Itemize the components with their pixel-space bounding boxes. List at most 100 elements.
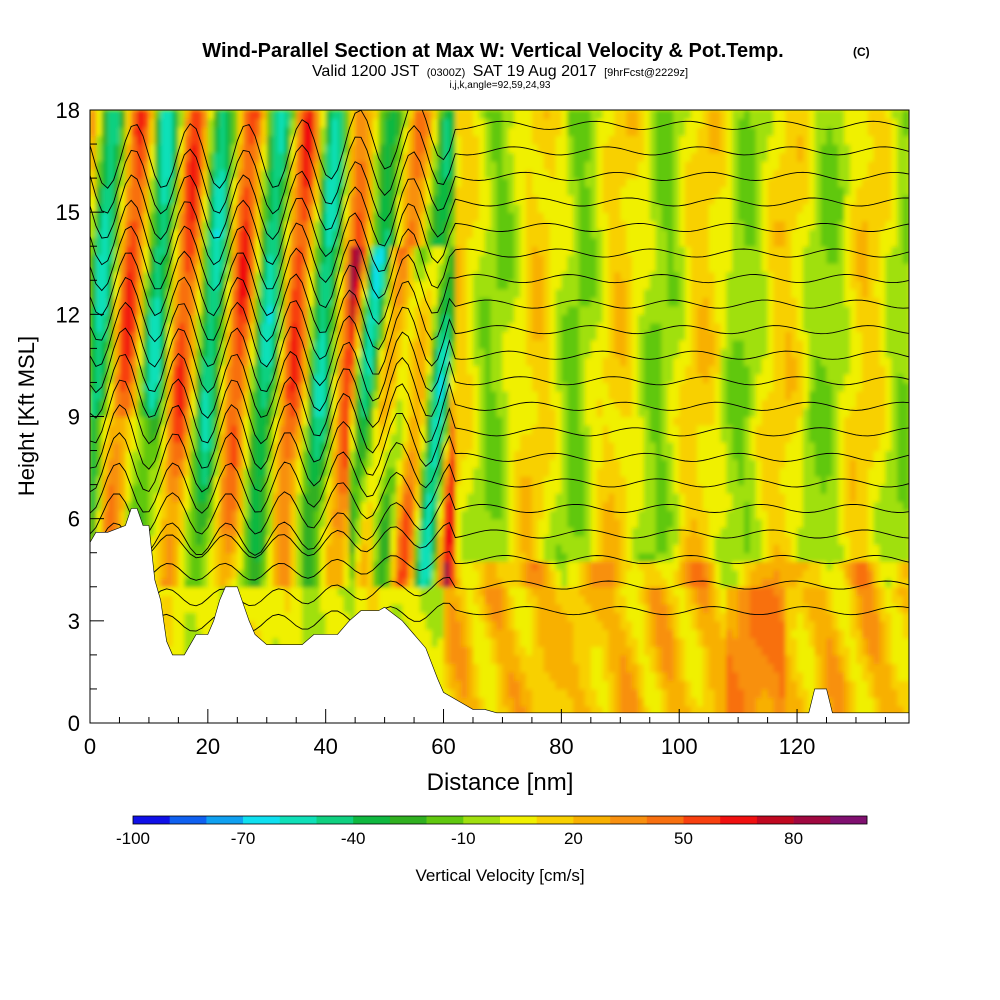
- velocity-cell: [148, 195, 156, 205]
- velocity-cell: [313, 467, 321, 477]
- velocity-cell: [90, 237, 97, 247]
- velocity-cell: [455, 373, 462, 383]
- velocity-cell: [225, 365, 232, 375]
- velocity-cell: [137, 263, 144, 273]
- velocity-cell: [478, 144, 486, 154]
- velocity-cell: [431, 586, 439, 596]
- velocity-cell: [101, 518, 109, 528]
- velocity-cell: [308, 110, 315, 120]
- velocity-cell: [402, 416, 409, 426]
- velocity-cell: [172, 391, 179, 401]
- velocity-cell: [319, 127, 327, 137]
- velocity-cell: [378, 178, 386, 188]
- velocity-cell: [378, 322, 386, 332]
- velocity-cell: [437, 450, 445, 460]
- velocity-cell: [184, 237, 191, 247]
- velocity-cell: [396, 280, 403, 290]
- velocity-cell: [302, 110, 309, 120]
- velocity-cell: [225, 127, 232, 137]
- velocity-cell: [166, 612, 174, 622]
- velocity-cell: [408, 552, 415, 562]
- velocity-cell: [154, 552, 162, 562]
- velocity-cell: [319, 442, 327, 452]
- velocity-cell: [266, 169, 274, 179]
- velocity-cell: [343, 518, 350, 528]
- velocity-cell: [366, 373, 374, 383]
- velocity-cell: [95, 501, 103, 511]
- velocity-cell: [219, 186, 227, 196]
- velocity-cell: [390, 484, 397, 494]
- velocity-cell: [308, 212, 315, 222]
- velocity-cell: [490, 254, 498, 264]
- velocity-cell: [113, 442, 121, 452]
- velocity-cell: [178, 493, 185, 503]
- velocity-cell: [437, 144, 445, 154]
- velocity-cell: [473, 331, 480, 341]
- velocity-cell: [272, 578, 280, 588]
- velocity-cell: [455, 535, 462, 545]
- velocity-cell: [449, 178, 456, 188]
- velocity-cell: [243, 467, 250, 477]
- velocity-cell: [337, 399, 344, 409]
- velocity-cell: [113, 110, 121, 120]
- velocity-cell: [319, 595, 327, 605]
- velocity-cell: [325, 535, 333, 545]
- velocity-cell: [107, 365, 115, 375]
- velocity-cell: [154, 442, 162, 452]
- velocity-cell: [131, 178, 138, 188]
- velocity-cell: [90, 169, 97, 179]
- velocity-cell: [366, 297, 374, 307]
- velocity-cell: [219, 544, 227, 554]
- velocity-cell: [225, 288, 232, 298]
- velocity-cell: [178, 416, 185, 426]
- velocity-cell: [302, 603, 309, 613]
- velocity-cell: [366, 544, 374, 554]
- velocity-cell: [361, 263, 368, 273]
- velocity-cell: [302, 578, 309, 588]
- velocity-cell: [425, 118, 433, 128]
- velocity-cell: [425, 391, 433, 401]
- velocity-cell: [443, 135, 450, 145]
- velocity-cell: [260, 135, 268, 145]
- velocity-cell: [478, 493, 486, 503]
- velocity-cell: [490, 186, 498, 196]
- velocity-cell: [414, 442, 421, 452]
- velocity-cell: [190, 510, 197, 520]
- velocity-cell: [449, 246, 456, 256]
- velocity-cell: [166, 127, 174, 137]
- velocity-cell: [178, 322, 185, 332]
- velocity-cell: [148, 254, 156, 264]
- velocity-cell: [196, 314, 203, 324]
- velocity-cell: [349, 135, 356, 145]
- velocity-cell: [308, 595, 315, 605]
- velocity-cell: [160, 135, 168, 145]
- velocity-cell: [384, 391, 392, 401]
- velocity-cell: [484, 569, 492, 579]
- velocity-cell: [467, 663, 474, 673]
- velocity-cell: [443, 552, 450, 562]
- velocity-cell: [278, 467, 285, 477]
- velocity-cell: [278, 527, 285, 537]
- velocity-cell: [172, 348, 179, 358]
- velocity-cell: [231, 459, 238, 469]
- velocity-cell: [473, 416, 480, 426]
- velocity-cell: [355, 484, 362, 494]
- velocity-cell: [372, 195, 380, 205]
- velocity-cell: [414, 178, 421, 188]
- velocity-cell: [325, 161, 333, 171]
- velocity-cell: [243, 297, 250, 307]
- velocity-cell: [178, 510, 185, 520]
- velocity-cell: [237, 339, 244, 349]
- velocity-cell: [372, 348, 380, 358]
- velocity-cell: [425, 450, 433, 460]
- velocity-cell: [484, 620, 492, 630]
- velocity-cell: [325, 399, 333, 409]
- velocity-cell: [425, 178, 433, 188]
- velocity-cell: [243, 382, 250, 392]
- velocity-cell: [284, 552, 291, 562]
- velocity-cell: [266, 127, 274, 137]
- velocity-cell: [278, 373, 285, 383]
- velocity-cell: [290, 535, 297, 545]
- velocity-cell: [178, 348, 185, 358]
- velocity-cell: [313, 391, 321, 401]
